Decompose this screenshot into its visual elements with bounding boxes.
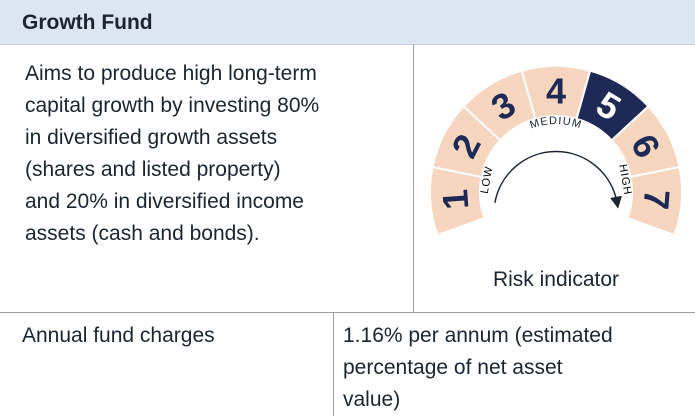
description-line: assets (cash and bonds).	[25, 222, 260, 245]
charges-line: value)	[343, 388, 401, 411]
divider	[413, 44, 414, 312]
description-line: (shares and listed property)	[25, 158, 281, 181]
risk-level: 7	[636, 188, 678, 211]
charges-line: percentage of net asset	[343, 356, 563, 379]
description-line: and 20% in diversified income	[25, 190, 304, 213]
risk-arrow	[494, 150, 622, 209]
charges-line: 1.16% per annum (estimated	[343, 324, 613, 347]
risk-caption: Risk indicator	[493, 268, 619, 291]
medium-label: MEDIUM	[528, 115, 582, 131]
divider	[333, 312, 334, 416]
charges-label: Annual fund charges	[22, 324, 215, 347]
low-label: LOW	[479, 165, 496, 195]
description-line: capital growth by investing 80%	[25, 94, 320, 117]
description-line: Aims to produce high long-term	[25, 62, 317, 85]
divider	[0, 312, 695, 313]
header-title: Growth Fund	[22, 11, 153, 34]
risk-level: 4	[546, 71, 566, 112]
risk-level: 1	[434, 188, 476, 211]
high-label: HIGH	[616, 163, 633, 196]
medium-label: MEDIUM	[528, 115, 583, 131]
risk-segment	[626, 165, 683, 237]
header-bar: Growth Fund	[0, 0, 695, 45]
description-line: in diversified growth assets	[25, 126, 278, 149]
